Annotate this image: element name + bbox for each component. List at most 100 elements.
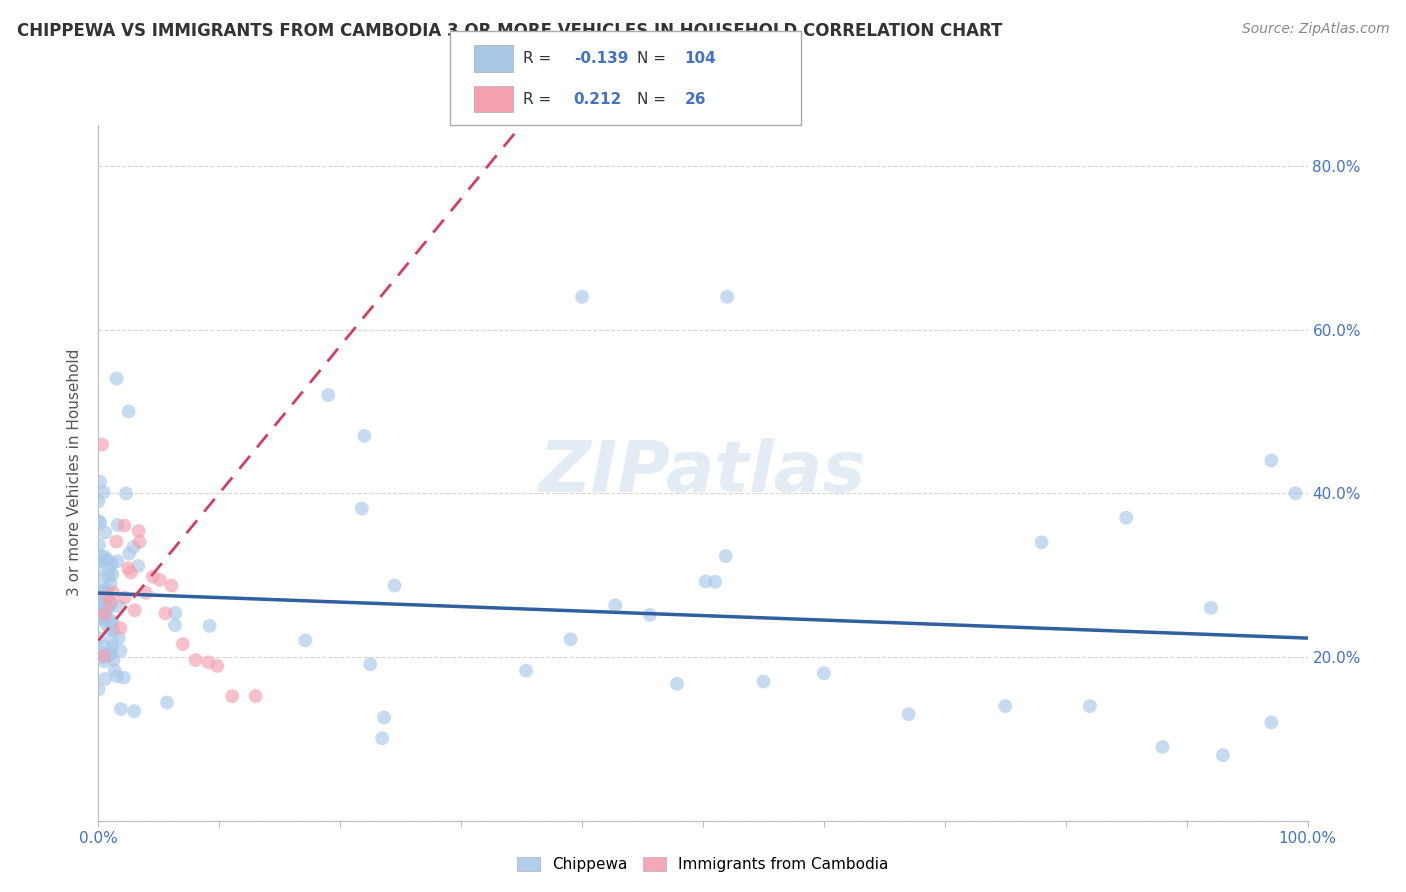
Point (897, 707, 920, 722)
Point (96, 618, 118, 632)
Point (752, 674, 775, 689)
Point (90, 588, 112, 602)
Point (112, 671, 135, 685)
Point (98, 648, 121, 662)
Point (91, 600, 114, 615)
Point (98, 596, 121, 610)
Point (93, 654, 115, 668)
Point (110, 643, 132, 657)
Text: R =: R = (523, 92, 557, 107)
Point (1078, 699, 1101, 714)
Text: N =: N = (637, 92, 671, 107)
Text: 104: 104 (685, 51, 717, 66)
Point (93, 485, 115, 500)
Point (87, 494, 110, 508)
Point (118, 404, 141, 418)
Point (124, 603, 146, 617)
Point (1212, 748, 1234, 763)
Point (94, 525, 117, 540)
Point (89, 475, 111, 489)
Point (110, 702, 132, 716)
Point (350, 501, 373, 516)
Point (115, 486, 138, 500)
Point (94, 672, 117, 686)
Point (1152, 739, 1174, 754)
Point (128, 524, 150, 538)
Point (105, 371, 128, 385)
Point (120, 566, 142, 580)
Point (994, 699, 1017, 714)
Point (114, 591, 136, 605)
Point (122, 540, 145, 554)
Point (90, 573, 112, 587)
Point (87, 538, 110, 552)
Point (87, 554, 110, 568)
Point (695, 574, 717, 589)
Point (101, 557, 124, 571)
Point (118, 547, 141, 561)
Text: 0.212: 0.212 (574, 92, 621, 107)
Point (163, 618, 186, 632)
Point (93, 584, 115, 599)
Point (93, 607, 115, 621)
Point (96, 553, 118, 567)
Point (714, 549, 737, 563)
Point (515, 664, 537, 678)
Point (101, 633, 124, 648)
Point (98, 622, 121, 636)
Point (87, 561, 110, 575)
Point (704, 574, 727, 589)
Point (91, 609, 114, 624)
Point (87, 514, 110, 528)
Point (110, 621, 132, 635)
Point (605, 599, 627, 613)
Point (105, 534, 128, 549)
Point (1260, 453, 1282, 467)
Point (107, 517, 129, 532)
Point (100, 647, 122, 661)
Text: ZIPatlas: ZIPatlas (540, 438, 866, 508)
Point (98, 614, 121, 628)
Point (90, 650, 112, 665)
Point (87, 611, 110, 625)
Point (160, 578, 183, 592)
Point (1115, 510, 1137, 524)
Point (716, 290, 738, 304)
Point (87, 644, 110, 658)
Point (90, 607, 112, 621)
Point (101, 617, 124, 632)
Point (172, 637, 194, 651)
Point (135, 586, 157, 600)
Y-axis label: 3 or more Vehicles in Household: 3 or more Vehicles in Household (67, 349, 83, 597)
Point (142, 569, 165, 583)
Point (198, 619, 221, 633)
Point (384, 579, 406, 593)
Text: 26: 26 (685, 92, 706, 107)
Point (105, 669, 128, 683)
Text: Source: ZipAtlas.com: Source: ZipAtlas.com (1241, 22, 1389, 37)
Point (103, 623, 125, 637)
Point (87, 594, 110, 608)
Point (294, 633, 316, 648)
Point (373, 710, 395, 724)
Text: R =: R = (523, 51, 557, 66)
Point (97, 590, 120, 604)
Point (98, 563, 121, 577)
Point (638, 607, 661, 622)
Point (96, 582, 118, 597)
Point (100, 640, 122, 655)
Text: N =: N = (637, 51, 671, 66)
Point (93, 648, 115, 663)
Point (103, 653, 125, 667)
Point (128, 535, 150, 549)
Point (1260, 715, 1282, 730)
Point (353, 429, 375, 443)
Point (103, 586, 125, 600)
Point (97, 553, 120, 567)
Point (101, 567, 124, 582)
Point (87, 631, 110, 645)
Point (316, 388, 339, 402)
Point (91, 593, 114, 607)
Point (100, 577, 122, 591)
Point (359, 657, 381, 672)
